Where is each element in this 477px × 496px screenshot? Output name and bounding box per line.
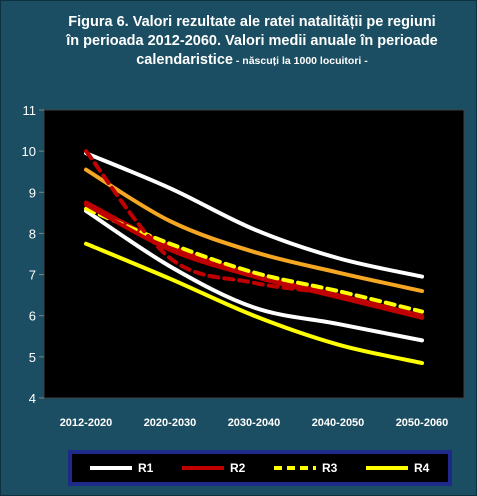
y-tick-label: 7: [29, 268, 36, 283]
series-line-unlabeled-7: [84, 202, 424, 320]
x-axis: 2012-2020 2020-2030 2030-2040 2040-2050 2050…: [60, 417, 449, 429]
series-line-unlabeled-4: [84, 151, 424, 279]
x-tick-label: 2050-2060: [396, 417, 449, 429]
y-tick-label: 10: [22, 144, 36, 159]
y-tick-label: 9: [29, 185, 36, 200]
legend-label-r3: R3: [322, 461, 338, 475]
series-line-unlabeled-5: [84, 167, 424, 294]
series-line-r3: [84, 206, 424, 314]
x-tick-label: 2020-2030: [144, 417, 197, 429]
series-line-r4: [84, 241, 424, 366]
x-tick-label: 2030-2040: [228, 417, 281, 429]
legend-label-r4: R4: [414, 461, 430, 475]
x-tick-label: 2012-2020: [60, 417, 113, 429]
y-tick-label: 5: [29, 350, 36, 365]
series-lines: [84, 149, 424, 366]
title-line-3: calendaristice - născuți la 1000 locuito…: [37, 51, 467, 71]
y-tick-label: 11: [23, 103, 37, 118]
title-unit: - născuți la 1000 locuitori -: [232, 55, 368, 67]
y-tick-label: 6: [29, 309, 36, 324]
legend: R1 R2 R3 R4: [90, 461, 430, 475]
x-tick-label: 2040-2050: [312, 417, 365, 429]
series-line-unlabeled-6: [84, 149, 424, 320]
title-line-3-text: calendaristice: [136, 52, 233, 68]
title-line-2: în perioada 2012-2060. Valori medii anua…: [66, 33, 438, 49]
y-tick-label: 4: [29, 391, 36, 406]
chart-title: Figura 6. Valori rezultate ale ratei nat…: [37, 13, 467, 71]
legend-label-r2: R2: [230, 461, 246, 475]
legend-label-r1: R1: [138, 461, 154, 475]
title-line-1: Figura 6. Valori rezultate ale ratei nat…: [68, 14, 436, 30]
y-axis: 4 5 6 7 8 9 10 11: [22, 103, 44, 406]
series-line-r1: [84, 208, 424, 343]
y-tick-label: 8: [29, 226, 36, 241]
